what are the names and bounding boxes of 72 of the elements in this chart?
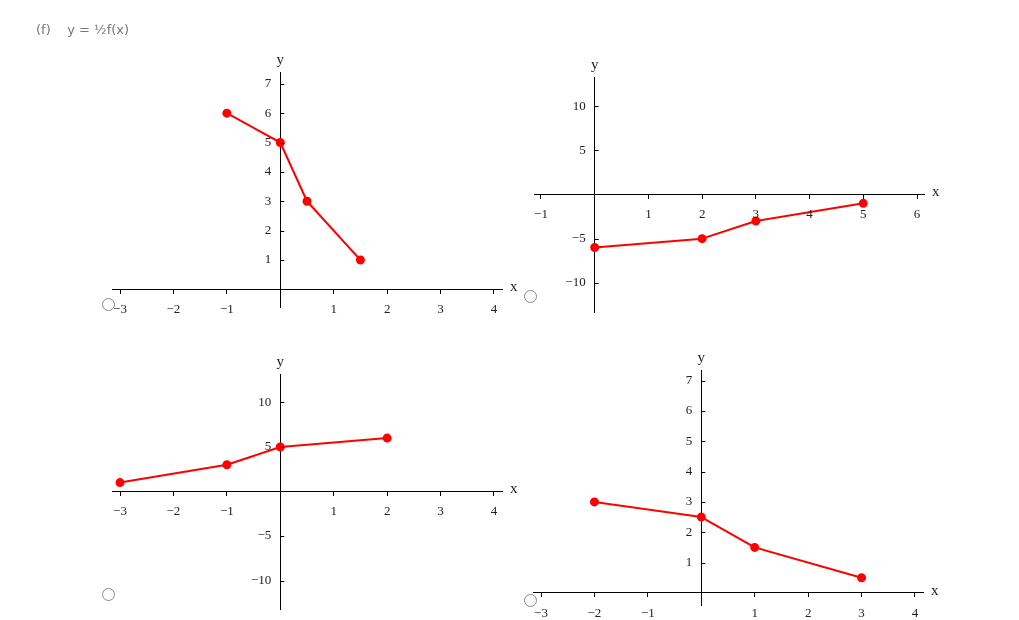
point <box>858 198 868 208</box>
x-tick-label: −1 <box>640 604 655 620</box>
x-axis-title: x <box>932 183 940 200</box>
x-tick-label: −2 <box>166 301 181 317</box>
y-tick-label: 5 <box>579 141 586 157</box>
y-tick-label: −5 <box>571 230 586 246</box>
y-axis-title: y <box>276 51 285 68</box>
x-tick-label: 1 <box>330 301 337 317</box>
x-tick-label: −3 <box>113 503 127 519</box>
point <box>355 255 365 265</box>
point <box>302 196 312 206</box>
x-tick-label: −2 <box>166 503 181 519</box>
point <box>589 497 599 507</box>
y-tick-label: 10 <box>258 393 272 409</box>
y-tick-label: 10 <box>572 97 586 113</box>
point <box>115 478 125 488</box>
y-tick-label: 1 <box>685 553 693 569</box>
x-tick-label: 4 <box>490 503 498 519</box>
x-tick-label: 2 <box>383 301 391 317</box>
y-tick-label: 4 <box>685 463 693 478</box>
y-tick-label: 6 <box>685 402 693 418</box>
y-tick-label: 3 <box>685 493 693 509</box>
y-tick-label: 4 <box>264 163 272 179</box>
y-tick-label: 7 <box>685 372 693 388</box>
y-tick-label: 7 <box>264 75 272 91</box>
x-tick-label: 3 <box>437 503 444 519</box>
x-tick-label: 1 <box>645 206 652 222</box>
chart-title: (f) y = ½f(x) <box>36 22 130 37</box>
y-tick-label: −10 <box>565 274 586 290</box>
point <box>697 234 707 244</box>
x-tick-label: 2 <box>804 604 812 620</box>
x-tick-label: −1 <box>219 503 234 519</box>
point <box>857 573 867 583</box>
x-axis-title: x <box>510 480 518 497</box>
x-tick-label: −1 <box>534 206 548 222</box>
y-tick-label: 5 <box>264 438 272 454</box>
x-tick-label: −3 <box>534 604 548 620</box>
x-tick-label: 2 <box>383 503 391 519</box>
x-tick-label: 3 <box>437 301 444 317</box>
x-tick-label: −3 <box>113 301 127 317</box>
x-tick-label: 3 <box>858 604 865 620</box>
point <box>275 138 285 147</box>
y-tick-label: 3 <box>264 192 272 208</box>
point <box>382 433 392 443</box>
point <box>275 442 285 452</box>
point <box>590 243 600 253</box>
y-tick-label: 1 <box>264 251 272 267</box>
point <box>696 512 706 522</box>
point <box>222 460 232 470</box>
x-tick-label: −1 <box>219 301 234 317</box>
x-axis-title: x <box>931 581 939 598</box>
x-tick-label: 1 <box>330 503 337 519</box>
y-axis-title: y <box>697 349 706 366</box>
x-axis-title: x <box>510 278 518 295</box>
x-tick-label: −2 <box>587 604 602 620</box>
y-tick-label: 2 <box>264 222 272 238</box>
y-tick-label: 2 <box>685 523 693 539</box>
y-tick-label: −10 <box>250 571 272 587</box>
y-axis-title: y <box>276 353 285 370</box>
y-axis-title: y <box>590 56 599 73</box>
x-tick-label: 4 <box>490 301 498 317</box>
y-tick-label: −5 <box>257 527 272 543</box>
y-tick-label: 6 <box>264 104 272 120</box>
y-tick-label: 5 <box>264 133 272 149</box>
y-tick-label: 5 <box>685 432 693 448</box>
x-tick-label: 4 <box>911 604 919 620</box>
x-tick-label: 1 <box>751 604 758 620</box>
x-tick-label: 6 <box>913 206 921 222</box>
point <box>750 542 760 552</box>
x-tick-label: 5 <box>860 206 867 222</box>
x-tick-label: 2 <box>698 206 706 222</box>
point <box>222 108 232 118</box>
